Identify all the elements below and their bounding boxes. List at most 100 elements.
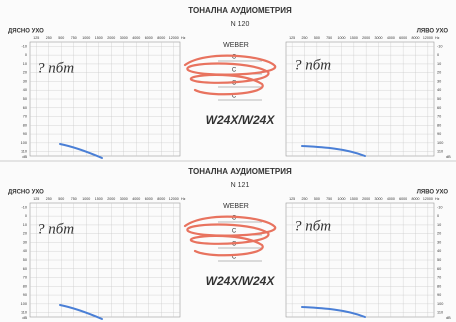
frequency-label: 2000 <box>107 36 115 40</box>
db-label: 40 <box>437 249 441 253</box>
form-title: ТОНАЛНА АУДИОМЕТРИЯ <box>188 167 292 176</box>
db-label: 60 <box>23 106 27 110</box>
frequency-label: 3000 <box>375 197 383 201</box>
frequency-label: 125 <box>289 197 295 201</box>
db-label: 70 <box>437 276 441 280</box>
db-label: 110 <box>437 311 443 315</box>
stamp: W24X/W24X <box>206 113 276 127</box>
frequency-label: 12000 <box>169 197 179 201</box>
db-label: 0 <box>437 53 439 57</box>
frequency-label: 1500 <box>350 36 358 40</box>
db-label: 60 <box>437 267 441 271</box>
audiometry-sheet: ТОНАЛНА АУДИОМЕТРИЯ N 120 ДЯСНО УХО ЛЯВО УХ… <box>0 0 456 322</box>
frequency-label: 12000 <box>423 36 433 40</box>
db-label: 40 <box>23 249 27 253</box>
frequency-label: 8000 <box>157 36 165 40</box>
form-title: ТОНАЛНА АУДИОМЕТРИЯ <box>188 6 292 15</box>
hz-unit: Hz <box>181 197 186 201</box>
db-label: 20 <box>437 71 441 75</box>
db-label: 10 <box>437 223 441 227</box>
frequency-label: 8000 <box>412 36 420 40</box>
frequency-label: 250 <box>46 36 52 40</box>
frequency-label: 1000 <box>82 197 90 201</box>
frequency-label: 125 <box>33 197 39 201</box>
frequency-label: 3000 <box>375 36 383 40</box>
frequency-label: 6000 <box>399 197 407 201</box>
frequency-label: 1000 <box>82 36 90 40</box>
db-label: 20 <box>23 232 27 236</box>
frequency-label: 2000 <box>362 197 370 201</box>
db-label: 40 <box>23 88 27 92</box>
frequency-label: 250 <box>46 197 52 201</box>
db-label: 90 <box>23 293 27 297</box>
frequency-label: 2000 <box>362 36 370 40</box>
db-label: 80 <box>23 284 27 288</box>
db-label: -10 <box>437 44 443 48</box>
db-label: 100 <box>437 141 443 145</box>
db-label: 90 <box>437 293 441 297</box>
db-label: 30 <box>23 240 27 244</box>
db-unit: dB <box>22 155 27 159</box>
frequency-label: 6000 <box>145 36 153 40</box>
db-label: 100 <box>21 141 27 145</box>
db-label: 50 <box>23 258 27 262</box>
db-unit: dB <box>446 155 451 159</box>
db-label: 80 <box>437 123 441 127</box>
db-label: 50 <box>437 97 441 101</box>
handwritten-note-left: ? пбт <box>294 57 331 73</box>
db-label: 60 <box>23 267 27 271</box>
frequency-label: 125 <box>289 36 295 40</box>
form-number: N 121 <box>231 182 250 189</box>
db-label: 30 <box>437 240 441 244</box>
form-number: N 120 <box>231 21 250 28</box>
db-label: 10 <box>23 223 27 227</box>
handwritten-note-left: ? пбт <box>294 218 331 234</box>
frequency-label: 500 <box>314 36 320 40</box>
weber-mark: C <box>232 229 237 235</box>
db-label: 0 <box>25 214 27 218</box>
hz-unit: Hz <box>435 197 440 201</box>
db-label: 40 <box>437 88 441 92</box>
frequency-label: 1500 <box>95 197 103 201</box>
weber-mark: C <box>232 68 237 74</box>
frequency-label: 3000 <box>120 36 128 40</box>
db-unit: dB <box>446 316 451 320</box>
db-label: -10 <box>22 44 28 48</box>
left-ear-label: ЛЯВО УХО <box>417 29 449 35</box>
frequency-label: 8000 <box>412 197 420 201</box>
db-label: 20 <box>23 71 27 75</box>
frequency-label: 750 <box>326 36 332 40</box>
db-label: 30 <box>23 79 27 83</box>
frequency-label: 500 <box>58 197 64 201</box>
db-label: 80 <box>23 123 27 127</box>
db-label: 110 <box>21 150 27 154</box>
db-label: 70 <box>437 115 441 119</box>
db-label: 110 <box>21 311 27 315</box>
db-label: 110 <box>437 150 443 154</box>
db-label: -10 <box>22 205 28 209</box>
db-label: 100 <box>21 302 27 306</box>
frequency-label: 2000 <box>107 197 115 201</box>
db-label: 80 <box>437 284 441 288</box>
db-label: 0 <box>25 53 27 57</box>
frequency-label: 6000 <box>145 197 153 201</box>
stamp: W24X/W24X <box>206 274 276 288</box>
frequency-label: 1000 <box>338 197 346 201</box>
db-label: 70 <box>23 115 27 119</box>
frequency-label: 4000 <box>387 36 395 40</box>
db-label: 10 <box>437 62 441 66</box>
frequency-label: 1000 <box>338 36 346 40</box>
frequency-label: 1500 <box>95 36 103 40</box>
right-ear-label: ДЯСНО УХО <box>8 190 44 196</box>
frequency-label: 500 <box>58 36 64 40</box>
frequency-label: 4000 <box>132 36 140 40</box>
frequency-label: 6000 <box>399 36 407 40</box>
weber-label: WEBER <box>223 203 249 210</box>
right-ear-label: ДЯСНО УХО <box>8 29 44 35</box>
hz-unit: Hz <box>435 36 440 40</box>
frequency-label: 750 <box>326 197 332 201</box>
frequency-label: 750 <box>71 197 77 201</box>
db-label: 30 <box>437 79 441 83</box>
frequency-label: 4000 <box>387 197 395 201</box>
db-label: 60 <box>437 106 441 110</box>
